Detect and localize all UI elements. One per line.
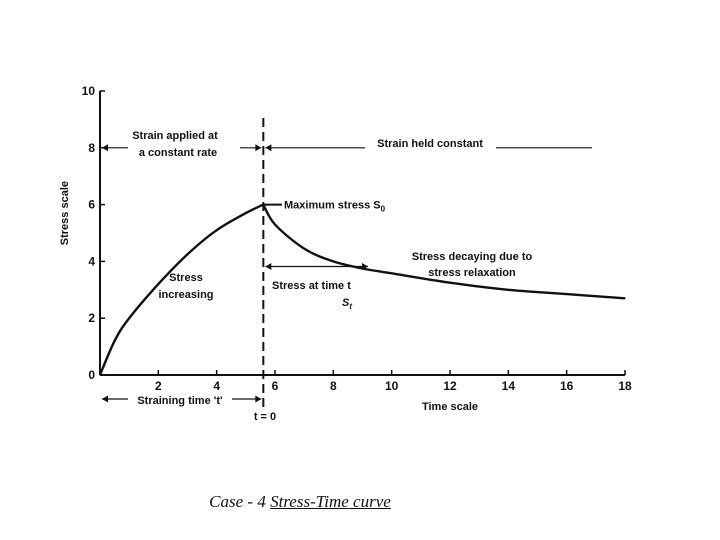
chart-guides — [102, 118, 592, 412]
max-stress-label: Maximum stress S0 — [284, 200, 386, 214]
y-tick-label: 8 — [88, 141, 95, 155]
stress-decaying-label: stress relaxation — [428, 267, 516, 279]
stress-rise-curve — [98, 203, 264, 376]
stress-increasing-label: increasing — [158, 289, 213, 301]
y-tick-label: 10 — [82, 84, 96, 98]
x-axis-title: Time scale — [422, 401, 478, 413]
data-point — [99, 374, 101, 376]
caption-title: Stress-Time curve — [270, 492, 391, 511]
max-stress-subscript: 0 — [381, 205, 386, 214]
data-point — [332, 260, 334, 262]
data-point — [245, 212, 247, 214]
straining-time-label: Straining time 't' — [137, 395, 223, 407]
stress-at-time-symbol: St — [342, 297, 352, 311]
strain-applied-label: Strain applied at — [132, 130, 218, 142]
y-tick-label: 4 — [88, 254, 95, 268]
x-tick-label: 14 — [502, 379, 516, 393]
x-tick-label: 18 — [618, 379, 632, 393]
data-point — [303, 248, 305, 250]
data-point — [216, 229, 218, 231]
y-tick-label: 2 — [88, 311, 95, 325]
data-point — [157, 283, 159, 285]
data-point — [507, 289, 509, 291]
arrow-head — [255, 395, 262, 403]
data-point — [624, 297, 626, 299]
x-tick-label: 4 — [213, 379, 220, 393]
arrow-head — [102, 144, 108, 152]
x-tick-label: 6 — [272, 379, 279, 393]
chart-series — [98, 203, 626, 376]
chart-annotations: Strain applied at a constant rate Strain h… — [132, 130, 532, 423]
t-zero-label: t = 0 — [254, 411, 276, 423]
x-tick-label: 2 — [155, 379, 162, 393]
arrow-head — [265, 144, 272, 152]
stress-increasing-label: Stress — [169, 272, 203, 284]
data-point — [186, 253, 189, 255]
x-tick-label: 16 — [560, 379, 574, 393]
figure-caption: Case - 4 Stress-Time curve — [0, 492, 600, 512]
data-point — [361, 267, 364, 270]
data-point — [449, 282, 451, 284]
data-point — [391, 272, 393, 274]
stress-decay-curve — [262, 203, 626, 300]
stress-decaying-label: Stress decaying due to — [412, 251, 533, 263]
chart-axes: Stress scale Time scale — [59, 91, 625, 413]
stress-at-time-subscript: t — [349, 302, 352, 311]
x-tick-label: 10 — [385, 379, 399, 393]
caption-prefix: Case - 4 — [209, 492, 271, 511]
stress-at-time-label: Stress at time t — [272, 280, 351, 292]
arrow-head — [255, 144, 262, 152]
data-point — [128, 317, 130, 319]
data-point — [274, 223, 276, 226]
strain-applied-label: a constant rate — [139, 147, 217, 159]
x-tick-label: 8 — [330, 379, 337, 393]
y-tick-label: 6 — [88, 198, 95, 212]
arrow-head — [102, 395, 108, 403]
y-tick-label: 0 — [88, 368, 95, 382]
data-point — [566, 293, 568, 295]
data-point — [262, 204, 264, 206]
arrow-head — [265, 263, 272, 271]
strain-held-label: Strain held constant — [377, 138, 483, 150]
y-axis-title: Stress scale — [59, 181, 71, 245]
x-tick-label: 12 — [443, 379, 457, 393]
data-point — [113, 340, 116, 342]
